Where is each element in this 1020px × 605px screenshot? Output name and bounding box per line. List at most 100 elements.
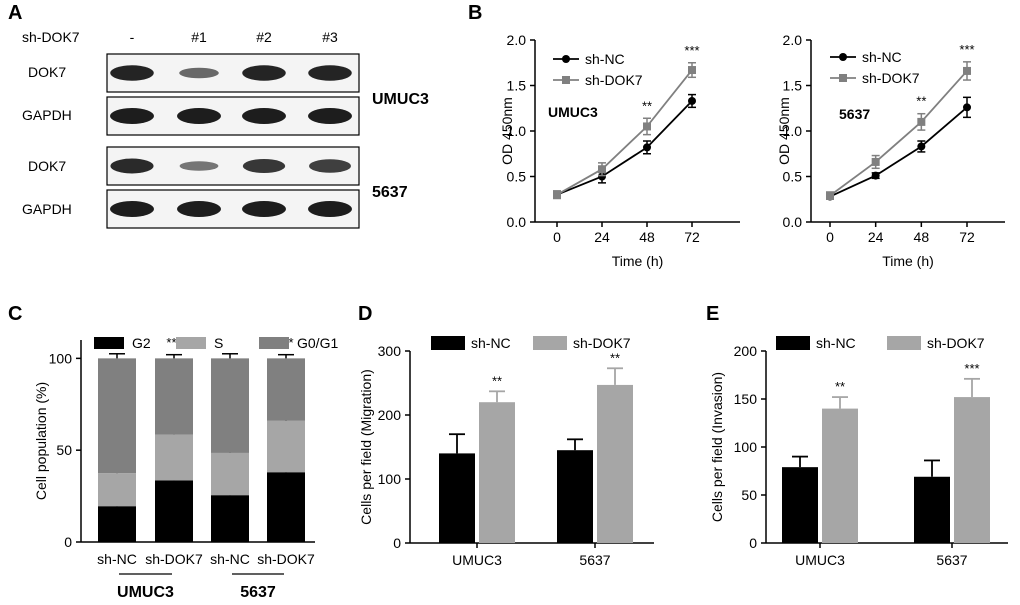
- x-tick-label: 48: [639, 229, 655, 245]
- blot-band-3-0: [110, 201, 154, 217]
- series-line-0: [556, 100, 693, 196]
- legend-swatch: [259, 337, 289, 349]
- data-point: [871, 171, 880, 180]
- blot-label-1: GAPDH: [22, 107, 72, 123]
- bar-sh-dok7-1: [597, 384, 633, 543]
- bar-segment-0-0: [98, 506, 136, 542]
- legend-label: G0/G1: [297, 335, 338, 351]
- chart-b-5637: 0.0 0.5 1.0 1.5 2.0 0 24 48 72 Time (h) OD 450nm 56…: [776, 32, 1005, 269]
- group-label: UMUC3: [117, 584, 174, 601]
- blot-band-0-1: [179, 67, 219, 79]
- significance-mark: **: [610, 350, 620, 365]
- y-tick-label: 150: [734, 391, 758, 407]
- blot-band-2-3: [309, 159, 351, 173]
- x-tick-label: 72: [959, 229, 975, 245]
- blot-band-3-3: [308, 201, 352, 217]
- y-tick-label: 50: [56, 442, 72, 458]
- legend-swatch: [887, 336, 921, 350]
- y-tick-label: 100: [734, 439, 758, 455]
- significance-mark: ***: [684, 43, 699, 58]
- y-tick-label: 1.0: [783, 123, 803, 139]
- data-point: [688, 96, 696, 105]
- legend-label: sh-NC: [471, 335, 511, 351]
- blot-band-0-0: [110, 65, 154, 81]
- x-tick-label: 5637: [579, 552, 610, 568]
- legend-marker: [839, 74, 847, 82]
- bar-segment-2-3: [267, 358, 305, 421]
- chart-e-invasion: E 0 50 100 150 200 Cells per field (Invasion) U…: [706, 303, 1008, 568]
- y-axis-label: OD 450nm: [776, 97, 792, 165]
- blot-band-2-2: [242, 159, 286, 173]
- y-axis-label: Cell population (%): [33, 382, 49, 500]
- legend-swatch: [94, 337, 124, 349]
- cell-line-umuc3: UMUC3: [372, 91, 429, 108]
- x-tick-label: sh-NC: [210, 551, 250, 567]
- bar-segment-2-1: [155, 358, 193, 435]
- significance-mark: **: [492, 373, 502, 388]
- data-point: [871, 157, 880, 166]
- y-tick-label: 300: [378, 343, 402, 359]
- y-tick-label: 0.5: [783, 169, 803, 185]
- blot-label-2: DOK7: [28, 158, 66, 174]
- bar-sh-nc-0: [782, 467, 818, 543]
- blot-group: [106, 53, 360, 229]
- bar-segment-0-3: [267, 472, 305, 542]
- y-tick-label: 0: [64, 534, 72, 550]
- data-point: [917, 142, 926, 151]
- panel-letter: D: [358, 303, 372, 325]
- y-tick-label: 0: [393, 535, 401, 551]
- y-tick-label: 0.0: [783, 214, 803, 230]
- y-tick-label: 0: [749, 535, 757, 551]
- cell-line-annotation: 5637: [839, 106, 870, 122]
- y-axis-label: Cells per field (Invasion): [709, 372, 725, 522]
- bar-sh-dok7-0: [822, 408, 858, 543]
- blot-band-1-1: [177, 108, 221, 124]
- panel-a-letter: A: [8, 2, 22, 24]
- blot-band-3-2: [242, 201, 286, 217]
- blot-band-0-2: [242, 65, 286, 81]
- legend-label: sh-DOK7: [927, 335, 985, 351]
- x-tick-label: sh-DOK7: [257, 551, 315, 567]
- lane-label-0: -: [130, 29, 135, 45]
- data-point: [963, 103, 971, 112]
- data-point: [826, 191, 834, 200]
- x-axis-label: Time (h): [882, 253, 934, 269]
- bar-sh-dok7-0: [479, 402, 515, 543]
- y-tick-label: 100: [378, 471, 402, 487]
- legend-swatch: [176, 337, 206, 349]
- x-axis-label: Time (h): [612, 253, 664, 269]
- data-point: [553, 190, 561, 199]
- legend-label: S: [214, 335, 223, 351]
- blot-band-1-2: [242, 108, 286, 124]
- bar-sh-dok7-1: [954, 397, 990, 543]
- y-axis-label: Cells per field (Migration): [358, 369, 374, 525]
- y-tick-label: 0.0: [507, 214, 527, 230]
- y-tick-label: 200: [378, 407, 402, 423]
- bar-segment-1-1: [155, 434, 193, 481]
- significance-mark: ***: [964, 361, 979, 376]
- bar-sh-nc-0: [439, 453, 475, 543]
- lane-label-1: #1: [191, 29, 207, 45]
- legend-label: sh-NC: [862, 49, 902, 65]
- y-tick-label: 2.0: [783, 32, 803, 48]
- bar-segment-2-0: [98, 358, 136, 474]
- y-tick-label: 1.5: [507, 78, 527, 94]
- series-line-0: [829, 106, 968, 198]
- legend-swatch: [533, 336, 567, 350]
- cell-line-5637: 5637: [372, 184, 408, 201]
- y-tick-label: 100: [49, 350, 73, 366]
- legend-label: sh-NC: [816, 335, 856, 351]
- y-tick-label: 0.5: [507, 169, 527, 185]
- blot-band-2-1: [179, 161, 219, 171]
- sh-dok7-row-label: sh-DOK7: [22, 29, 80, 45]
- x-tick-label: 0: [553, 229, 561, 245]
- legend-marker: [839, 53, 847, 61]
- legend-label: G2: [132, 335, 151, 351]
- blot-band-1-3: [308, 108, 352, 124]
- legend-swatch: [776, 336, 810, 350]
- data-point: [917, 117, 926, 126]
- bar-segment-1-3: [267, 420, 305, 473]
